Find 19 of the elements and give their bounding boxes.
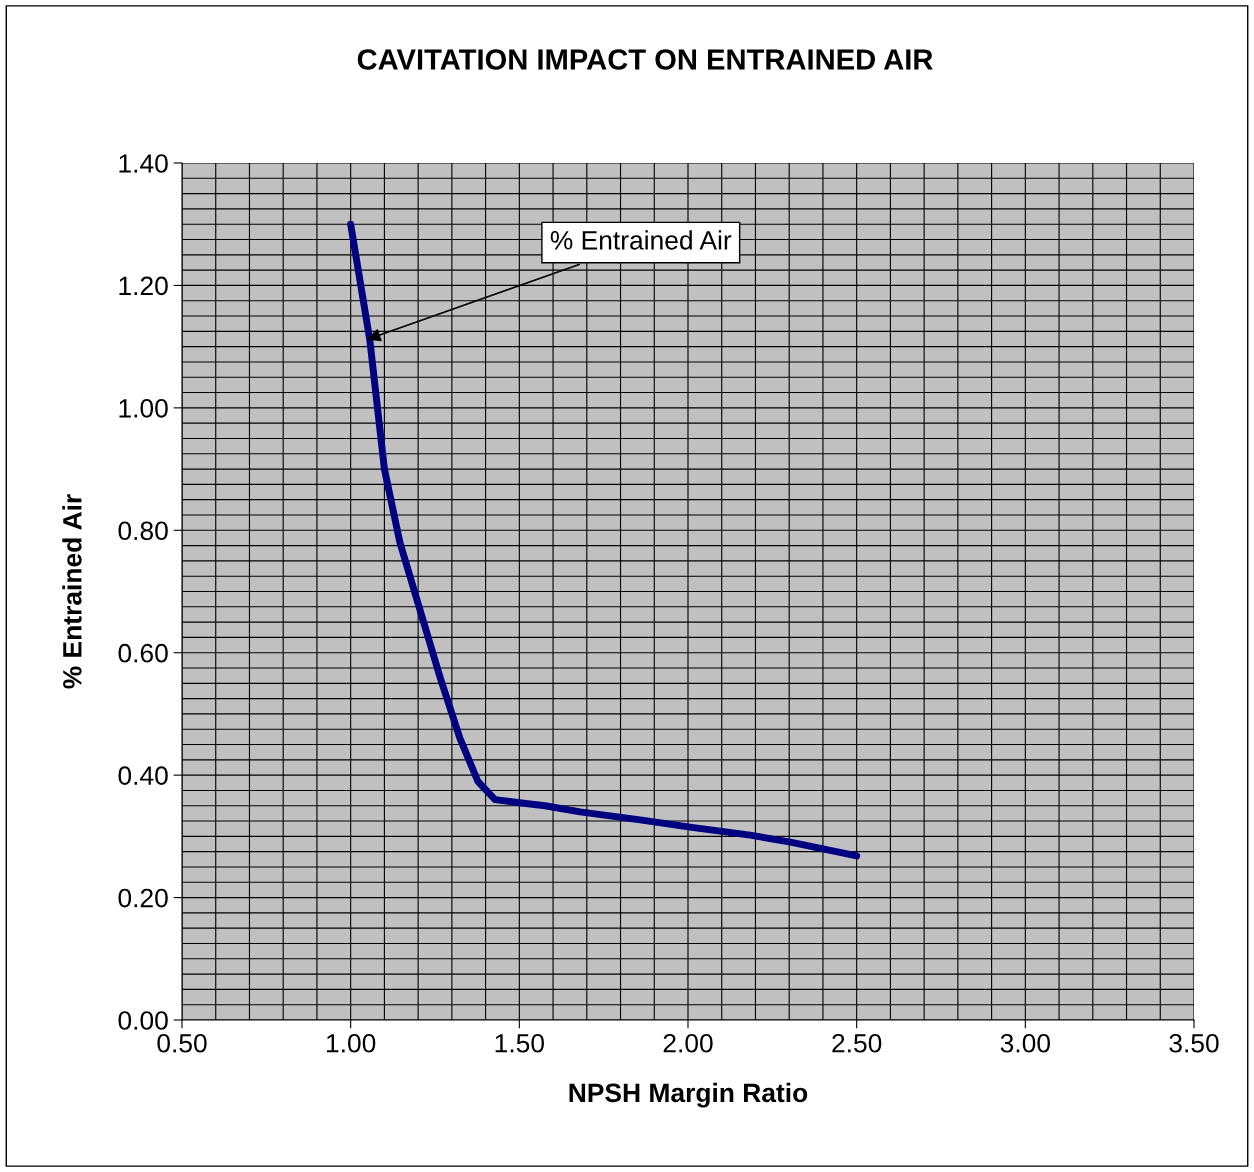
- y-tick-label: 0.40: [118, 766, 168, 785]
- y-tick-label: 1.00: [119, 398, 168, 418]
- y-tick-label: 0.60: [118, 643, 168, 663]
- x-tick-label: 0.50: [157, 1033, 207, 1053]
- y-tick-label: 0.20: [118, 888, 168, 908]
- y-tick-label: 1.20: [119, 276, 168, 296]
- x-tick-label: 2.50: [832, 1033, 882, 1053]
- chart-title: CAVITATION IMPACT ON ENTRAINED AIR: [357, 49, 933, 70]
- annotation: % Entrained Air: [550, 230, 732, 250]
- x-tick-label: 3.50: [1169, 1033, 1219, 1053]
- x-tick-label: 1.00: [327, 1033, 376, 1053]
- y-axis-title: % Entrained Air: [62, 494, 82, 689]
- x-tick-label: 3.00: [1000, 1033, 1050, 1053]
- y-tick-label: 0.80: [118, 521, 168, 541]
- y-tick-label: 1.40: [119, 154, 168, 173]
- y-tick-label: 0.00: [118, 1011, 168, 1030]
- x-tick-label: 1.50: [495, 1033, 544, 1053]
- x-tick-label: 2.00: [663, 1033, 713, 1053]
- x-axis-title: NPSH Margin Ratio: [569, 1082, 808, 1108]
